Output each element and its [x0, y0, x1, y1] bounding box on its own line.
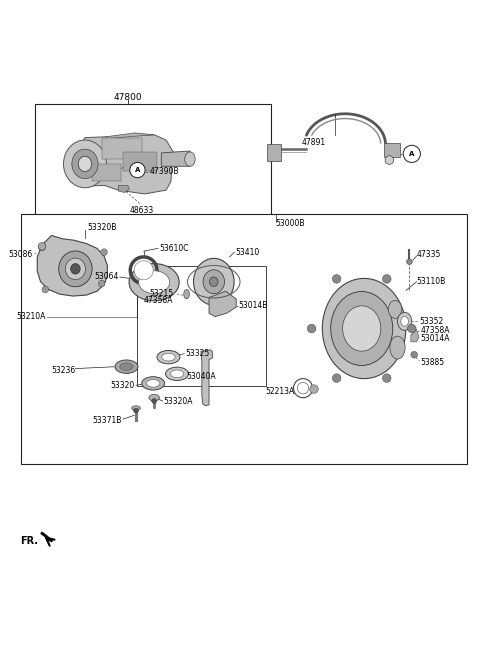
Circle shape [293, 378, 312, 397]
Text: 53064: 53064 [94, 273, 119, 281]
Ellipse shape [65, 258, 85, 280]
Text: 53610C: 53610C [159, 244, 189, 253]
Text: FR.: FR. [21, 536, 38, 546]
Ellipse shape [388, 300, 402, 319]
Polygon shape [119, 185, 129, 193]
Text: A: A [409, 151, 415, 157]
Ellipse shape [162, 353, 175, 361]
Text: 53040A: 53040A [186, 372, 216, 380]
Ellipse shape [203, 270, 225, 294]
Circle shape [38, 242, 46, 250]
Text: 53352: 53352 [419, 317, 443, 326]
Ellipse shape [323, 279, 406, 378]
Text: 53014A: 53014A [420, 334, 450, 344]
Ellipse shape [115, 360, 138, 373]
Circle shape [98, 281, 105, 287]
Text: 47891: 47891 [302, 138, 326, 147]
Ellipse shape [59, 251, 92, 286]
Ellipse shape [142, 376, 165, 390]
Text: 47390B: 47390B [149, 166, 179, 175]
Text: 53325: 53325 [185, 350, 209, 358]
Circle shape [42, 286, 48, 293]
Polygon shape [209, 291, 236, 317]
Ellipse shape [139, 271, 169, 294]
Text: 53320: 53320 [111, 381, 135, 390]
Circle shape [408, 324, 416, 333]
Ellipse shape [129, 263, 179, 301]
Ellipse shape [390, 336, 405, 359]
Circle shape [411, 351, 418, 358]
Text: 53086: 53086 [8, 250, 33, 259]
Ellipse shape [343, 306, 381, 351]
Ellipse shape [149, 394, 159, 401]
Ellipse shape [331, 292, 393, 365]
Bar [137, 267, 266, 386]
Ellipse shape [401, 317, 408, 326]
Text: 53110B: 53110B [417, 277, 446, 286]
Text: 53320B: 53320B [87, 223, 116, 232]
Polygon shape [161, 151, 192, 166]
Text: 48633: 48633 [130, 206, 155, 215]
Text: 47335: 47335 [417, 250, 441, 259]
Polygon shape [107, 133, 154, 139]
Ellipse shape [120, 363, 133, 371]
Text: 53410: 53410 [235, 248, 260, 257]
Text: 53885: 53885 [420, 358, 444, 367]
Bar [102, 137, 142, 159]
Ellipse shape [209, 277, 218, 286]
Text: 53215: 53215 [149, 289, 173, 298]
Text: 53371B: 53371B [92, 416, 122, 424]
Text: 53236: 53236 [51, 365, 75, 374]
Text: 53210A: 53210A [16, 312, 45, 321]
Text: 52213A: 52213A [265, 387, 295, 396]
Ellipse shape [185, 152, 195, 166]
Text: 47358A: 47358A [420, 327, 450, 335]
Text: 53000B: 53000B [276, 219, 305, 228]
Polygon shape [78, 135, 173, 194]
Circle shape [152, 399, 156, 403]
Bar [92, 164, 121, 181]
Circle shape [133, 408, 138, 413]
Ellipse shape [63, 140, 107, 188]
Ellipse shape [166, 367, 189, 380]
Circle shape [130, 162, 145, 178]
Circle shape [403, 145, 420, 162]
Circle shape [307, 324, 316, 333]
Circle shape [332, 275, 341, 283]
Text: 47800: 47800 [114, 93, 142, 102]
Circle shape [101, 249, 108, 256]
Bar [35, 104, 271, 216]
Circle shape [297, 382, 309, 394]
Circle shape [407, 259, 412, 265]
Circle shape [383, 275, 391, 283]
Circle shape [39, 244, 45, 251]
Ellipse shape [72, 149, 98, 179]
Ellipse shape [184, 289, 190, 299]
Text: A: A [135, 167, 140, 173]
Ellipse shape [146, 380, 160, 387]
Ellipse shape [157, 350, 180, 364]
Bar [123, 152, 156, 171]
Ellipse shape [397, 312, 412, 330]
Circle shape [134, 261, 153, 280]
Polygon shape [201, 350, 212, 406]
FancyBboxPatch shape [267, 145, 281, 160]
Ellipse shape [170, 370, 184, 378]
Ellipse shape [132, 406, 140, 411]
Text: 53320A: 53320A [164, 397, 193, 407]
Circle shape [332, 374, 341, 382]
Polygon shape [41, 532, 53, 542]
Circle shape [310, 385, 318, 394]
Polygon shape [411, 329, 419, 342]
Text: 47358A: 47358A [144, 296, 173, 306]
Ellipse shape [193, 258, 234, 305]
Polygon shape [37, 235, 108, 296]
Ellipse shape [71, 263, 80, 274]
Bar [21, 214, 467, 464]
Ellipse shape [78, 156, 92, 171]
FancyBboxPatch shape [384, 143, 400, 157]
Circle shape [383, 374, 391, 382]
Text: 53014B: 53014B [238, 301, 267, 310]
Ellipse shape [385, 156, 394, 164]
